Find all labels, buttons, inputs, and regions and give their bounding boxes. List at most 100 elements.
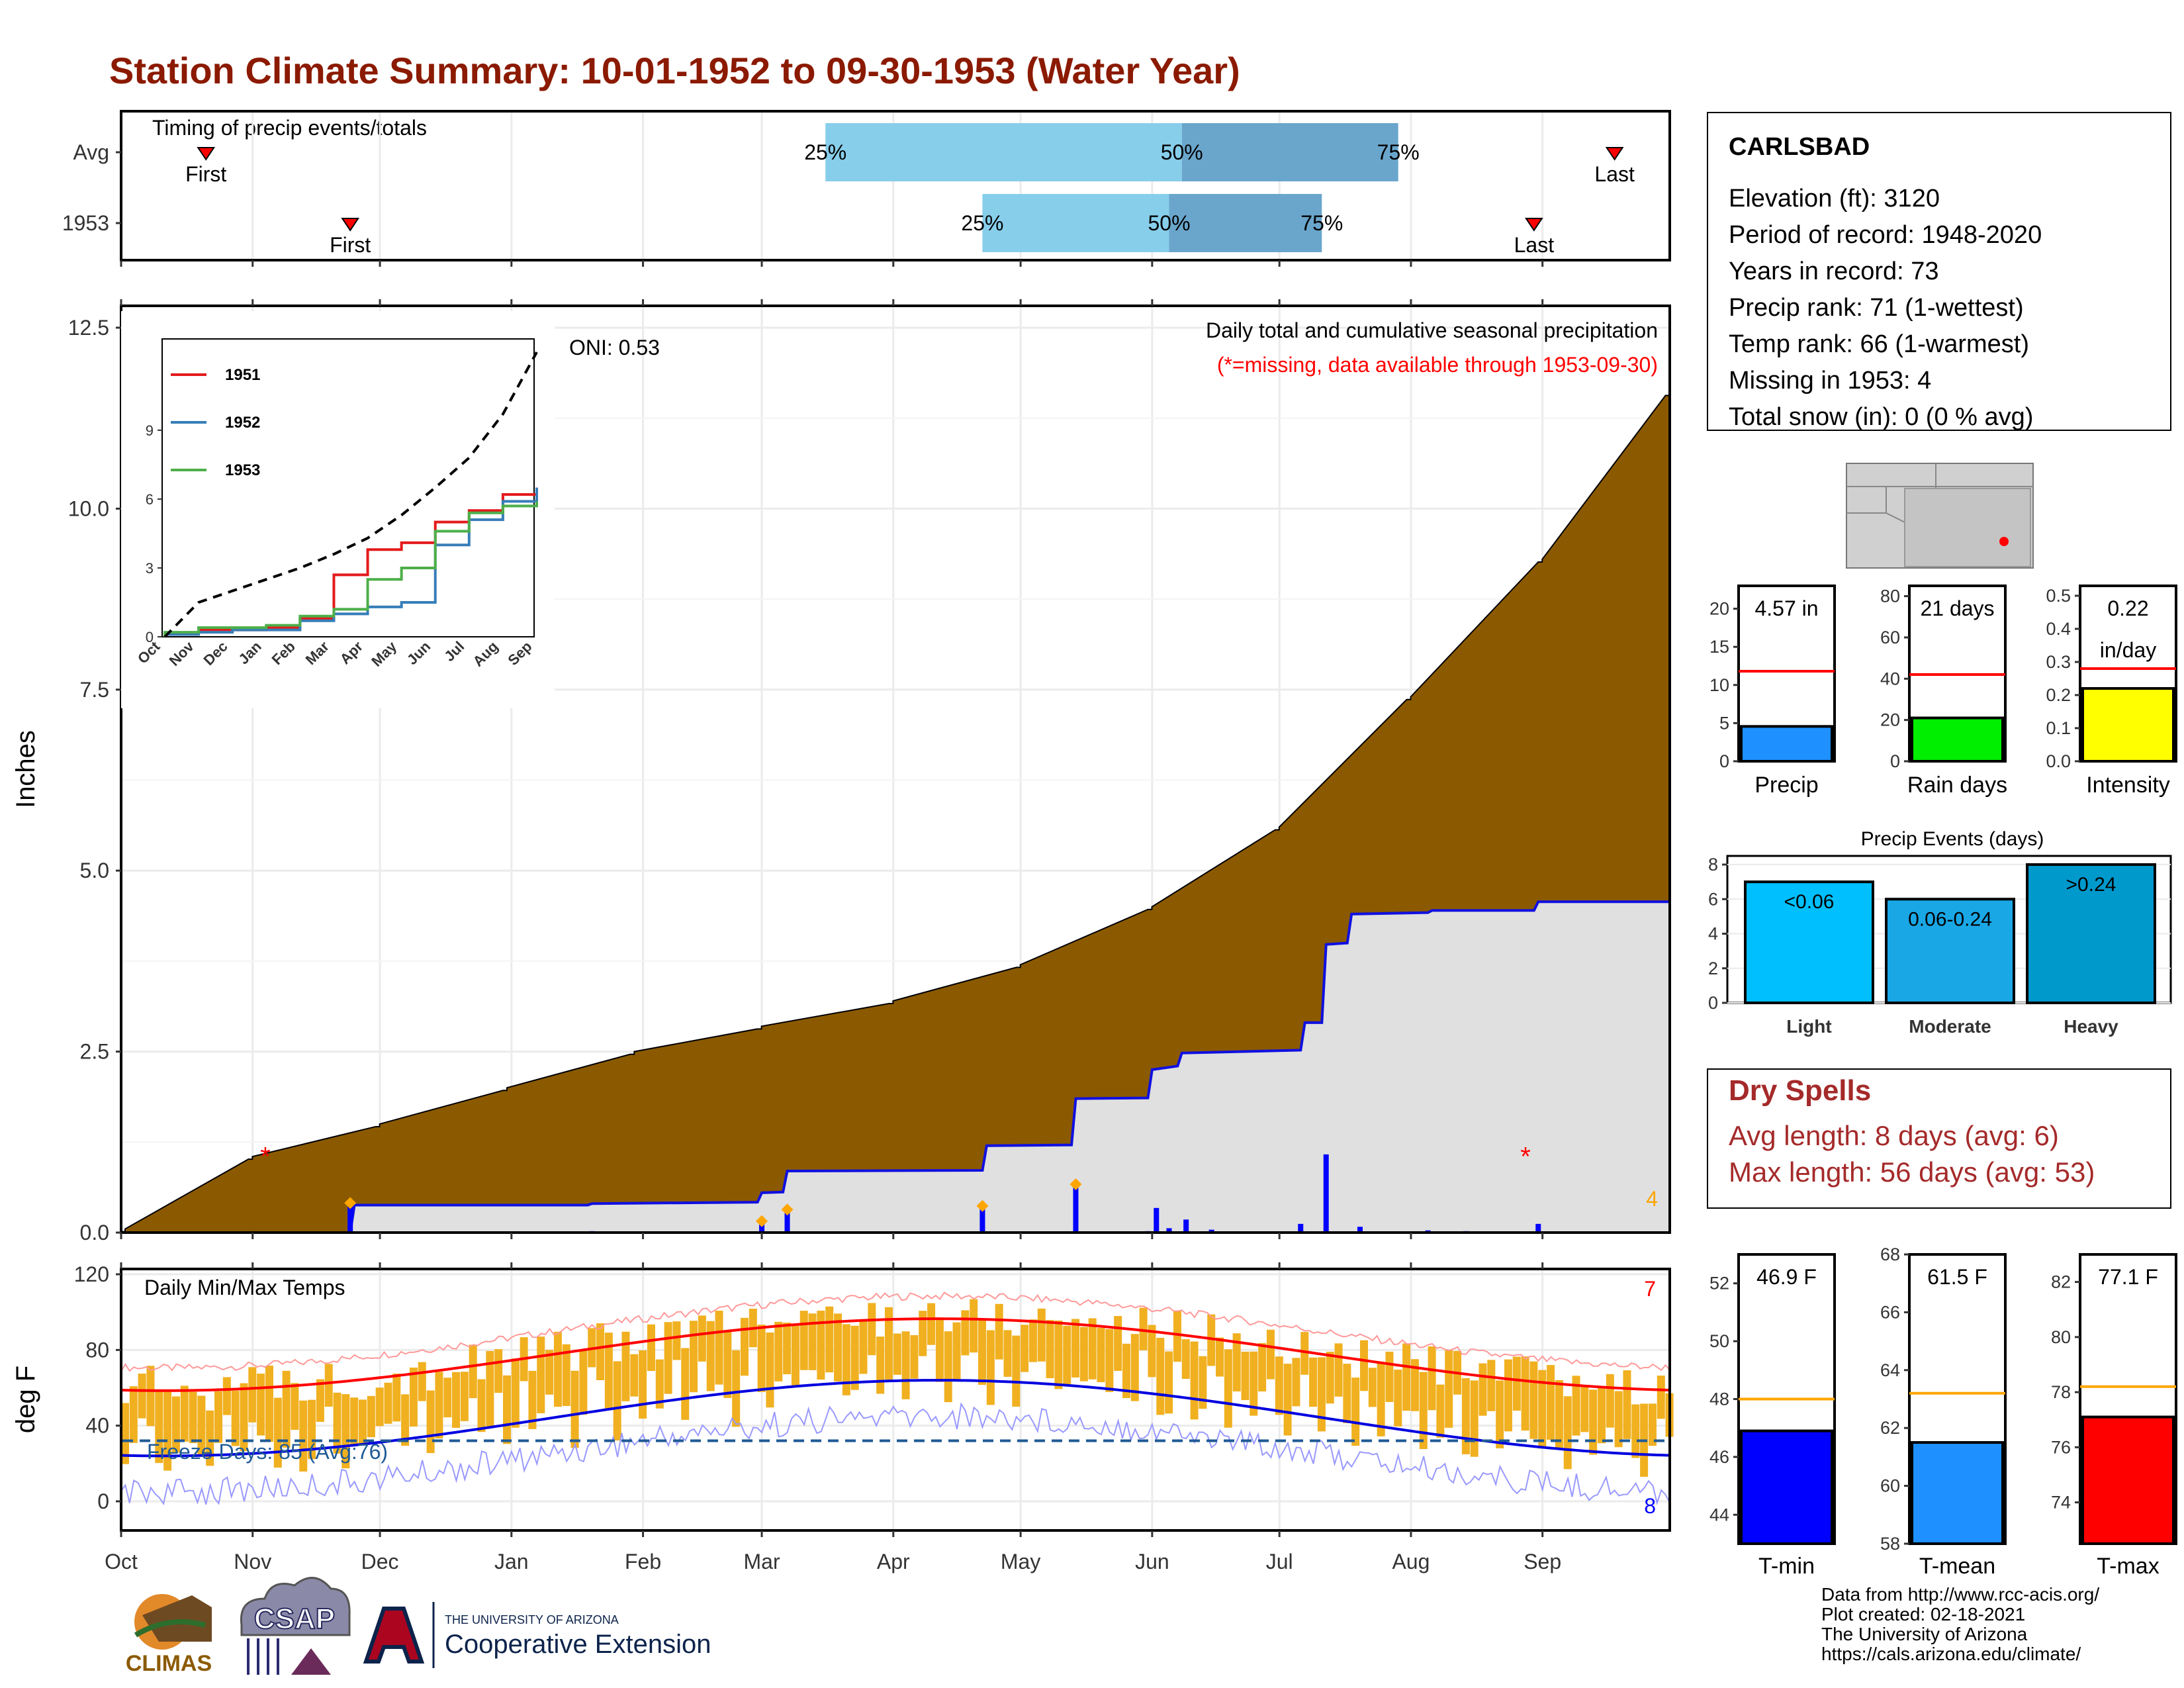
mini-bar bbox=[1911, 716, 2004, 763]
daily-temp-bar bbox=[401, 1394, 410, 1446]
station-temp-rank: Temp rank: 66 (1-warmest) bbox=[1729, 330, 2029, 358]
mini-value-unit: in/day bbox=[2100, 638, 2156, 662]
daily-temp-bar bbox=[553, 1331, 562, 1407]
daily-temp-bar bbox=[986, 1330, 995, 1405]
daily-temp-bar bbox=[1156, 1338, 1165, 1415]
csap-rain-icon bbox=[247, 1638, 279, 1675]
daily-temp-bar bbox=[1547, 1365, 1555, 1440]
last-event-marker-icon bbox=[1524, 218, 1543, 232]
temp-ytick-label: 80 bbox=[85, 1338, 109, 1362]
daily-temp-bar bbox=[961, 1310, 970, 1356]
daily-temp-bar bbox=[1232, 1333, 1241, 1392]
mini-bar-label: Rain days bbox=[1907, 773, 2007, 798]
station-snow: Total snow (in): 0 (0 % avg) bbox=[1729, 403, 2033, 431]
daily-temp-bar bbox=[1589, 1389, 1598, 1455]
mini-ytick-label: 0.0 bbox=[2046, 751, 2071, 771]
daily-temp-bar bbox=[1021, 1325, 1029, 1372]
daily-temp-bar bbox=[791, 1325, 799, 1385]
record-min-line bbox=[120, 1402, 1670, 1506]
daily-temp-bar bbox=[639, 1350, 647, 1419]
tempbar-ytick-label: 80 bbox=[2051, 1327, 2071, 1347]
daily-temp-bar bbox=[681, 1348, 690, 1420]
temp-ytick-label: 40 bbox=[85, 1414, 109, 1438]
daily-temp-bar bbox=[409, 1367, 418, 1427]
daily-temp-bar bbox=[155, 1391, 163, 1464]
daily-temp-bar bbox=[698, 1315, 706, 1362]
tempbar-ytick-label: 46 bbox=[1709, 1447, 1729, 1467]
mini-ytick-label: 0.5 bbox=[2046, 586, 2071, 606]
daily-temp-bar bbox=[1470, 1380, 1479, 1457]
freeze-days-label: Freeze Days: 85 (Avg:76) bbox=[147, 1440, 388, 1464]
daily-temp-bar bbox=[876, 1336, 885, 1394]
month-label: Oct bbox=[105, 1550, 138, 1573]
daily-temp-bar bbox=[978, 1320, 987, 1385]
tempbar-bar bbox=[1911, 1441, 2004, 1546]
daily-temp-bar bbox=[1351, 1378, 1360, 1446]
climas-mountain-icon bbox=[142, 1595, 212, 1642]
daily-precip-bar bbox=[347, 1205, 353, 1233]
daily-temp-bar bbox=[1207, 1314, 1216, 1366]
daily-temp-bar bbox=[375, 1387, 384, 1427]
daily-precip-bar bbox=[1298, 1223, 1304, 1233]
daily-temp-bar bbox=[808, 1313, 817, 1370]
mini-bar bbox=[1740, 725, 1833, 763]
inset-legend-label: 1951 bbox=[225, 366, 260, 384]
month-label: Jan bbox=[494, 1550, 529, 1573]
daily-temp-bar bbox=[1598, 1387, 1606, 1444]
credit-plot-created: Plot created: 02-18-2021 bbox=[1821, 1604, 2025, 1624]
daily-temp-bar bbox=[1097, 1327, 1105, 1383]
record-max-line bbox=[120, 1291, 1670, 1372]
ua-big-text: Cooperative Extension bbox=[445, 1630, 711, 1659]
dry-spells-title: Dry Spells bbox=[1729, 1074, 1871, 1107]
mini-bar-label: Intensity bbox=[2086, 773, 2170, 798]
precip-description: Daily total and cumulative seasonal prec… bbox=[1206, 318, 1658, 342]
daily-temp-bar bbox=[1402, 1343, 1411, 1411]
daily-temp-bar bbox=[1114, 1316, 1122, 1371]
daily-temp-bar bbox=[825, 1306, 834, 1373]
month-label: Nov bbox=[234, 1550, 271, 1573]
inset-legend-label: 1953 bbox=[225, 461, 260, 479]
timing-panel: Timing of precip events/totals Avg 25% 50%… bbox=[62, 110, 1671, 261]
daily-precip-bar bbox=[1357, 1227, 1363, 1233]
daily-temp-bar bbox=[621, 1331, 630, 1401]
station-name: CARLSBAD bbox=[1729, 133, 1870, 161]
daily-temp-bar bbox=[308, 1399, 316, 1460]
daily-temp-bar bbox=[1046, 1320, 1054, 1378]
daily-temp-bar bbox=[774, 1321, 783, 1382]
daily-temp-bar bbox=[435, 1372, 443, 1439]
daily-temp-bar bbox=[562, 1344, 570, 1406]
last-event-marker-icon bbox=[1605, 147, 1624, 161]
quartile-50-75-bar bbox=[1181, 123, 1398, 181]
station-info-box: CARLSBAD Elevation (ft): 3120 Period of … bbox=[1707, 112, 2171, 431]
tempbar-ytick-label: 44 bbox=[1709, 1505, 1729, 1524]
daily-temp-bar bbox=[359, 1399, 367, 1445]
daily-temp-bar bbox=[257, 1374, 265, 1436]
daily-temp-bar bbox=[1266, 1329, 1275, 1380]
daily-temp-bar bbox=[146, 1366, 155, 1427]
credit-website: https://cals.arizona.edu/climate/ bbox=[1821, 1644, 2081, 1664]
events-ytick-label: 6 bbox=[1708, 889, 1718, 909]
tempbar-bar bbox=[1740, 1429, 1833, 1546]
daily-temp-bar bbox=[741, 1317, 749, 1376]
daily-precip-bar bbox=[784, 1211, 790, 1233]
csap-cloud-icon bbox=[240, 1577, 351, 1636]
tempbar-ytick-label: 60 bbox=[1880, 1476, 1900, 1496]
events-bar-label: Heavy bbox=[2064, 1016, 2118, 1037]
credit-university: The University of Arizona bbox=[1821, 1624, 2028, 1644]
daily-temp-bar bbox=[384, 1382, 392, 1424]
daily-temp-bar bbox=[1572, 1376, 1580, 1436]
daily-temp-bar bbox=[1648, 1403, 1657, 1446]
daily-temp-bar bbox=[834, 1313, 842, 1382]
tempbar-label: T-mean bbox=[1919, 1554, 1995, 1579]
quartile-25-50-bar bbox=[825, 123, 1182, 181]
mini-ytick-label: 60 bbox=[1880, 628, 1900, 647]
daily-temp-bar bbox=[265, 1365, 273, 1442]
map-state bbox=[1904, 488, 2031, 567]
daily-temp-bar bbox=[231, 1390, 240, 1446]
quartile-75-label: 75% bbox=[1377, 140, 1420, 164]
temp-panel: Daily Min/Max Temps Freeze Days: 85 (Avg… bbox=[11, 260, 1674, 1573]
daily-temp-bar bbox=[299, 1400, 308, 1472]
daily-temp-bar bbox=[486, 1350, 494, 1428]
daily-temp-bar bbox=[1275, 1356, 1283, 1415]
season-cumulative-line bbox=[121, 900, 1670, 1234]
